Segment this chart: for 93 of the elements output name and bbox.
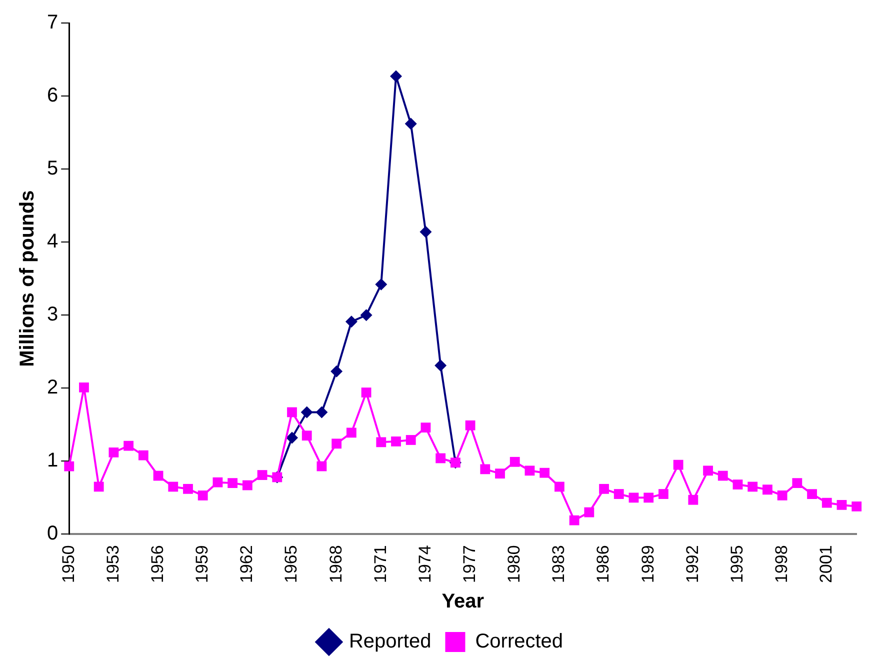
x-tick-label: 1968 [326,545,346,584]
point [510,456,520,467]
y-axis-title: Millions of pounds [16,190,39,367]
x-tick-label: 1998 [772,545,791,584]
point [183,484,193,494]
point [406,435,416,445]
point [300,406,313,418]
point [302,430,312,441]
y-tick-label: 7 [47,12,58,34]
point [360,309,372,322]
x-tick-label: 1953 [103,545,122,584]
point [198,490,208,500]
point [316,406,328,418]
legend-label: Corrected [475,630,564,653]
point [375,278,388,290]
point [94,482,104,492]
x-tick-label: 1983 [549,545,568,584]
point [108,447,119,458]
point [748,482,758,492]
point [762,484,772,495]
point [584,507,594,518]
point [836,500,847,510]
point [212,477,223,488]
point [436,453,446,464]
point [554,482,564,492]
x-tick-label: 1986 [594,545,613,584]
point [777,490,788,500]
point [287,407,297,418]
point [822,498,832,508]
point [257,470,268,480]
point [658,489,668,499]
x-tick-label: 1965 [282,545,301,584]
point [614,489,624,499]
x-tick-label: 1992 [682,545,702,584]
point [361,388,372,398]
point [391,436,401,446]
point [316,461,327,472]
point [376,437,386,448]
x-axis-title: Year [442,590,484,613]
point [332,438,342,449]
legend-label: Reported [348,630,432,653]
y-tick-label: 4 [47,230,58,253]
point [852,501,862,512]
point [64,461,74,472]
y-tick-label: 6 [47,84,58,107]
point [599,484,609,494]
point [465,420,476,430]
point [286,432,298,444]
point [346,428,356,438]
point [673,460,684,470]
point [480,464,490,474]
point [540,468,550,478]
y-tick-label: 0 [47,522,58,545]
point [628,492,639,503]
x-tick-label: 1974 [415,545,434,584]
point [228,478,238,488]
x-tick-label: 1989 [638,545,658,584]
point [434,359,447,372]
y-tick-label: 2 [47,376,58,399]
x-tick-label: 1950 [58,545,78,584]
point [703,466,713,476]
point [404,118,417,130]
x-tick-label: 1977 [460,545,479,584]
y-tick-label: 1 [47,450,58,472]
x-tick-label: 2001 [816,545,836,584]
x-tick-label: 1971 [370,545,390,584]
point [153,470,164,481]
point [792,478,802,488]
point [718,470,728,481]
point [420,226,432,238]
point [345,316,358,328]
point [138,450,148,460]
point [807,489,817,499]
point [420,422,431,433]
point [390,70,402,82]
point [168,482,178,492]
x-tick-label: 1959 [192,545,212,584]
x-tick-label: 1980 [504,545,524,584]
x-tick-label: 1995 [727,545,746,584]
x-tick-label: 1962 [237,545,256,584]
y-tick-label: 5 [47,158,58,180]
point [569,515,580,526]
point [124,440,134,451]
point [495,468,505,479]
point [79,382,89,392]
point [524,466,535,476]
point [732,480,743,490]
point [644,492,654,503]
y-tick-label: 3 [47,304,58,326]
x-tick-label: 1956 [148,545,167,584]
point [330,365,343,378]
point [688,494,698,505]
point [242,480,252,490]
